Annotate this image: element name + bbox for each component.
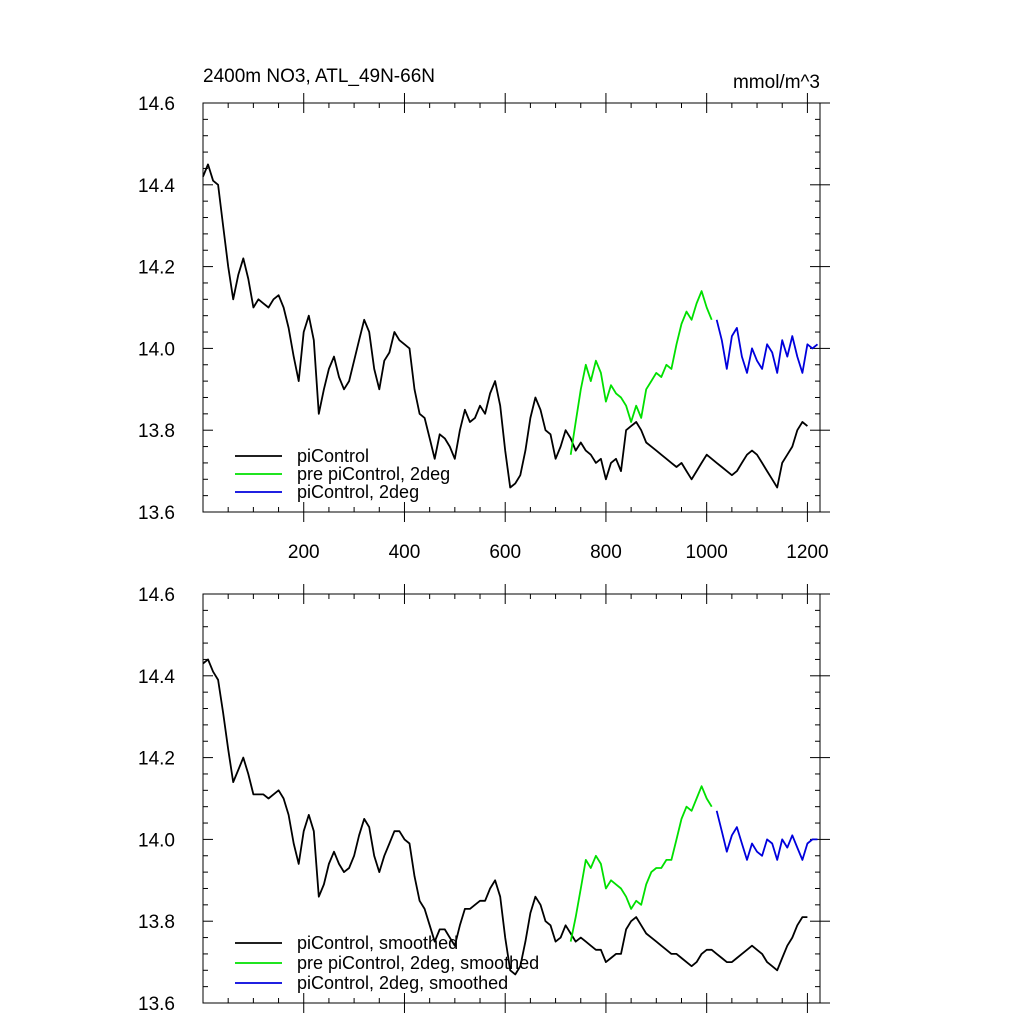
x-tick-label: 200 (288, 542, 320, 563)
y-tick-label: 13.8 (138, 421, 175, 442)
plot-frame (202, 593, 821, 1004)
chart-title: 2400m NO3, ATL_49N-66N (203, 66, 435, 87)
y-tick-label: 13.8 (138, 912, 175, 933)
x-tick-label: 1000 (686, 542, 728, 563)
y-tick-label: 14.4 (138, 176, 175, 197)
x-tick-label: 600 (489, 542, 521, 563)
y-tick-label: 14.0 (138, 830, 175, 851)
y-tick-label: 14.2 (138, 749, 175, 770)
x-tick-label: 400 (389, 542, 421, 563)
series-line-0 (202, 163, 808, 489)
legend-label: piControl, smoothed (297, 933, 458, 953)
y-tick-label: 13.6 (138, 503, 175, 524)
legend-label: piControl, 2deg, smoothed (297, 973, 508, 993)
legend-label: piControl (297, 446, 369, 466)
series-line-1 (569, 785, 713, 942)
y-tick-label: 14.2 (138, 258, 175, 279)
y-tick-label: 13.6 (138, 994, 175, 1015)
top-panel: 13.6 13.8 14.0 14.2 14.4 14.6 200 400 600 800 1000… (138, 93, 830, 563)
y-tick-label: 14.4 (138, 667, 175, 688)
x-tick-label: 1200 (786, 542, 828, 563)
bottom-panel: 13.6 13.8 14.0 14.2 14.4 14.6 piControl, smoot… (138, 584, 830, 1015)
plot-frame (202, 102, 821, 513)
legend-label: piControl, 2deg (297, 482, 419, 502)
units-label: mmol/m^3 (733, 72, 820, 93)
legend-label: pre piControl, 2deg, smoothed (297, 953, 539, 973)
series-line-0 (202, 658, 808, 976)
y-tick-label: 14.6 (138, 585, 175, 606)
x-tick-label: 800 (590, 542, 622, 563)
series-line-1 (569, 290, 713, 455)
legend-label: pre piControl, 2deg (297, 464, 450, 484)
y-tick-label: 14.6 (138, 94, 175, 115)
series-line-2 (715, 319, 819, 374)
series-line-2 (715, 810, 818, 861)
y-tick-label: 14.0 (138, 339, 175, 360)
